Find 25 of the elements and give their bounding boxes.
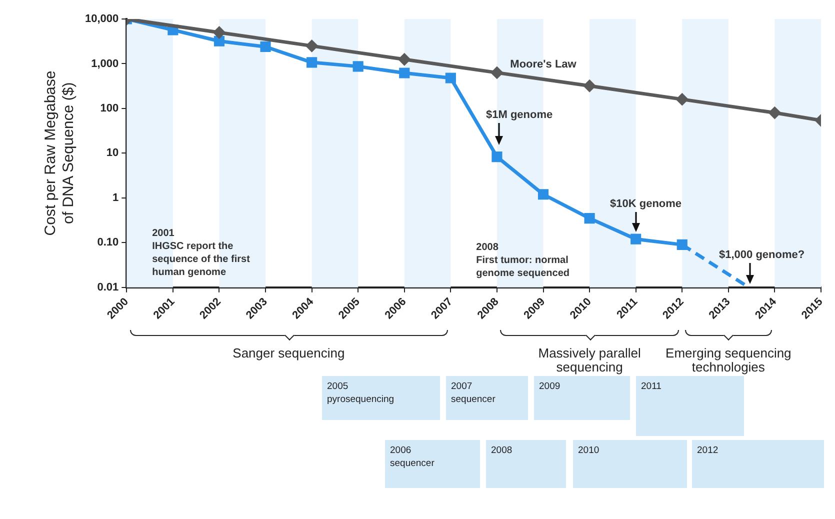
y-tick-label: 0.10 xyxy=(97,236,119,249)
y-tick-label: 1,000 xyxy=(91,58,119,70)
text: 2005 pyrosequencing xyxy=(327,381,394,405)
y-tick-label: 10 xyxy=(106,147,119,160)
annotation: $1M genome xyxy=(486,109,553,121)
text: Sanger sequencing xyxy=(232,345,345,360)
text: 2006 sequencer xyxy=(390,445,434,469)
y-tick-label: 100 xyxy=(100,102,119,114)
y-tick-label: 1 xyxy=(112,192,119,204)
series-label: Moore's Law xyxy=(510,58,577,70)
y-tick-label: 0.01 xyxy=(97,281,119,294)
annotation: $1,000 genome? xyxy=(719,249,805,261)
text: 2008 xyxy=(491,445,512,456)
text: 2012 xyxy=(697,445,718,456)
text: 2011 xyxy=(641,381,662,392)
text: 2010 xyxy=(578,445,600,456)
annotation: 2001 IHGSC report the sequence of the first human genome xyxy=(152,228,251,278)
annotation: $10K genome xyxy=(610,198,682,210)
y-axis-title: Cost per Raw Megabase of DNA Sequence ($) xyxy=(42,70,78,236)
text: 2007 sequencer xyxy=(451,381,496,405)
annotation: 2008 First tumor: normal genome sequenced xyxy=(476,242,570,279)
text: Emerging sequencing technologies xyxy=(666,345,792,374)
text: Massively parallel sequencing xyxy=(538,345,641,374)
y-tick-label: 10,000 xyxy=(84,13,119,26)
text: 2009 xyxy=(539,381,560,392)
